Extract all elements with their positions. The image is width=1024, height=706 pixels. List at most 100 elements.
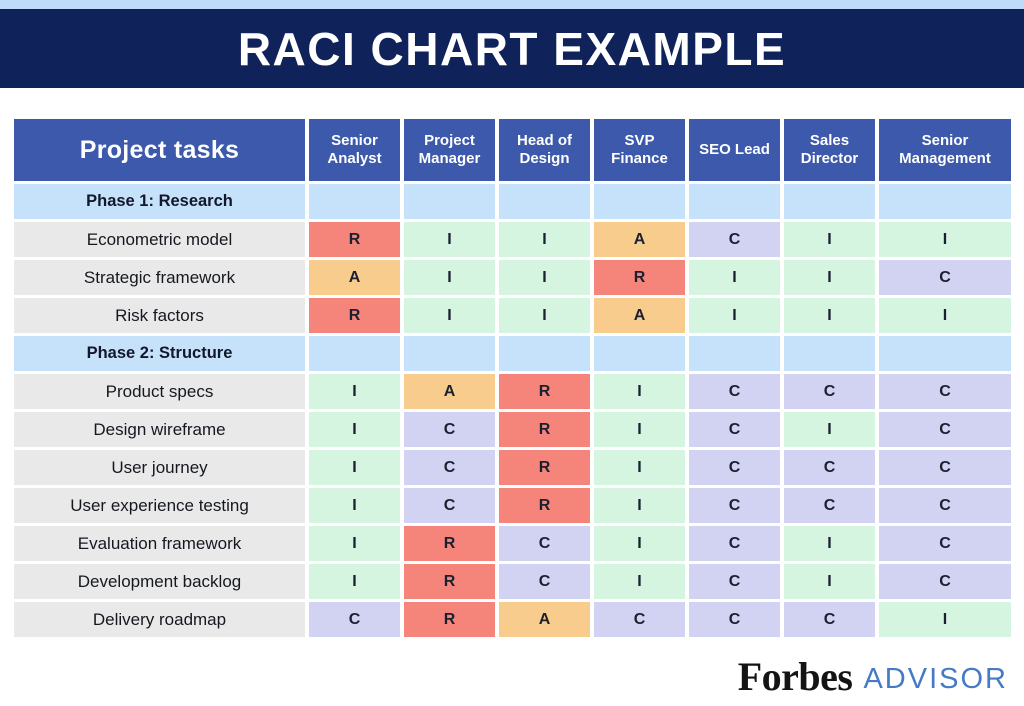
raci-cell-c: C [689, 488, 780, 523]
raci-cell-i: I [689, 260, 780, 295]
raci-cell-i: I [404, 260, 495, 295]
raci-cell-c: C [784, 488, 875, 523]
raci-cell-c: C [879, 526, 1011, 561]
phase-row-cell [404, 336, 495, 371]
raci-cell-c: C [689, 450, 780, 485]
raci-cell-i: I [784, 298, 875, 333]
raci-cell-c: C [689, 374, 780, 409]
phase-row-cell [594, 336, 685, 371]
phase-row-cell [404, 184, 495, 219]
raci-cell-c: C [784, 602, 875, 637]
column-header-project-tasks: Project tasks [14, 119, 305, 181]
top-accent-strip [0, 0, 1024, 9]
column-header-role: Senior Analyst [309, 119, 400, 181]
raci-table: Project tasks Senior Analyst Project Mana… [14, 119, 1011, 637]
raci-cell-i: I [499, 298, 590, 333]
phase-row-cell [689, 336, 780, 371]
raci-cell-i: I [594, 412, 685, 447]
raci-cell-c: C [784, 374, 875, 409]
raci-cell-a: A [499, 602, 590, 637]
brand-footer: Forbes ADVISOR [0, 653, 1008, 700]
page-title: RACI CHART EXAMPLE [237, 22, 787, 75]
raci-cell-c: C [499, 526, 590, 561]
raci-cell-i: I [784, 526, 875, 561]
raci-cell-i: I [499, 260, 590, 295]
raci-cell-c: C [879, 564, 1011, 599]
raci-cell-i: I [689, 298, 780, 333]
raci-cell-c: C [404, 488, 495, 523]
raci-cell-r: R [499, 488, 590, 523]
raci-cell-r: R [309, 298, 400, 333]
phase-row-cell [309, 184, 400, 219]
phase-row-cell [784, 184, 875, 219]
phase-row-label: Phase 1: Research [14, 184, 305, 219]
raci-cell-c: C [499, 564, 590, 599]
raci-cell-i: I [309, 412, 400, 447]
phase-row-cell [689, 184, 780, 219]
forbes-logo: Forbes [737, 654, 853, 699]
column-header-role: Head of Design [499, 119, 590, 181]
raci-cell-r: R [594, 260, 685, 295]
raci-cell-c: C [404, 412, 495, 447]
task-row-label: Delivery roadmap [14, 602, 305, 637]
column-header-role: Project Manager [404, 119, 495, 181]
raci-cell-r: R [499, 374, 590, 409]
raci-cell-i: I [784, 260, 875, 295]
raci-cell-i: I [879, 602, 1011, 637]
raci-cell-c: C [689, 222, 780, 257]
raci-cell-c: C [879, 450, 1011, 485]
raci-cell-a: A [309, 260, 400, 295]
raci-cell-c: C [689, 564, 780, 599]
raci-cell-i: I [309, 374, 400, 409]
raci-cell-i: I [784, 412, 875, 447]
raci-cell-i: I [879, 222, 1011, 257]
raci-cell-i: I [499, 222, 590, 257]
column-header-role: SEO Lead [689, 119, 780, 181]
task-row-label: Econometric model [14, 222, 305, 257]
phase-row-cell [879, 184, 1011, 219]
raci-cell-c: C [879, 412, 1011, 447]
raci-cell-c: C [879, 374, 1011, 409]
task-row-label: Evaluation framework [14, 526, 305, 561]
task-row-label: Risk factors [14, 298, 305, 333]
phase-row-cell [784, 336, 875, 371]
task-row-label: User experience testing [14, 488, 305, 523]
raci-cell-r: R [404, 564, 495, 599]
raci-cell-c: C [689, 526, 780, 561]
raci-cell-a: A [594, 222, 685, 257]
raci-cell-c: C [879, 488, 1011, 523]
raci-cell-i: I [309, 488, 400, 523]
raci-cell-a: A [594, 298, 685, 333]
raci-cell-i: I [784, 222, 875, 257]
raci-cell-i: I [594, 374, 685, 409]
raci-cell-i: I [309, 526, 400, 561]
task-row-label: Development backlog [14, 564, 305, 599]
phase-row-label: Phase 2: Structure [14, 336, 305, 371]
raci-cell-i: I [309, 450, 400, 485]
raci-cell-i: I [784, 564, 875, 599]
task-row-label: Strategic framework [14, 260, 305, 295]
raci-cell-c: C [309, 602, 400, 637]
task-row-label: Product specs [14, 374, 305, 409]
raci-cell-i: I [309, 564, 400, 599]
raci-cell-c: C [879, 260, 1011, 295]
phase-row-cell [499, 184, 590, 219]
column-header-role: Senior Management [879, 119, 1011, 181]
raci-cell-i: I [404, 222, 495, 257]
raci-cell-r: R [499, 412, 590, 447]
raci-cell-c: C [689, 412, 780, 447]
column-header-role: Sales Director [784, 119, 875, 181]
raci-cell-i: I [879, 298, 1011, 333]
raci-cell-i: I [594, 526, 685, 561]
raci-cell-c: C [689, 602, 780, 637]
raci-cell-i: I [594, 564, 685, 599]
phase-row-cell [594, 184, 685, 219]
raci-cell-i: I [594, 450, 685, 485]
raci-cell-c: C [594, 602, 685, 637]
raci-cell-r: R [309, 222, 400, 257]
column-header-role: SVP Finance [594, 119, 685, 181]
raci-cell-c: C [784, 450, 875, 485]
task-row-label: Design wireframe [14, 412, 305, 447]
raci-cell-c: C [404, 450, 495, 485]
